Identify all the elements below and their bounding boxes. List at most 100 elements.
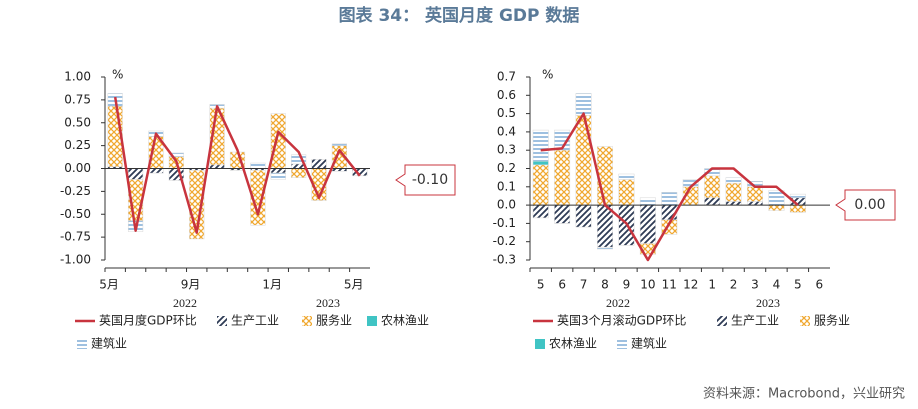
unit-label: % xyxy=(112,68,123,82)
bar-segment xyxy=(270,113,286,169)
bar-segment xyxy=(250,170,266,226)
y-tick-label: 1.00 xyxy=(64,70,91,84)
x-tick-label: 8 xyxy=(601,278,609,292)
y-tick-label: 0.0 xyxy=(497,198,516,212)
bar-segment xyxy=(209,164,225,169)
x-tick-label: 2 xyxy=(730,278,738,292)
legend-label: 生产工业 xyxy=(231,314,279,328)
bar-segment xyxy=(311,159,327,169)
annotation-box xyxy=(835,189,896,221)
line-series xyxy=(113,96,361,234)
bar-segment xyxy=(532,164,549,206)
bar-segment xyxy=(554,129,571,151)
x-tick-label: 3 xyxy=(751,278,759,292)
bar-segment xyxy=(639,204,656,244)
bar-segment xyxy=(148,168,164,174)
bar-segment xyxy=(725,177,742,184)
bar-segment xyxy=(532,129,549,162)
y-tick-label: 0.2 xyxy=(497,161,516,175)
x-tick-label: 5 xyxy=(794,278,802,292)
x-tick-label: 5月 xyxy=(99,278,119,292)
legend-label: 服务业 xyxy=(316,313,352,328)
x-tick-label: 9 xyxy=(623,278,631,292)
bar-segment xyxy=(597,204,613,248)
legend-swatch xyxy=(302,316,312,326)
unit-label: % xyxy=(542,68,553,82)
x-tick-label: 6 xyxy=(558,278,566,292)
annotation-label: -0.10 xyxy=(412,172,448,188)
line-series xyxy=(540,112,799,262)
y-tick-label: -0.1 xyxy=(493,216,516,230)
legend-swatch xyxy=(367,316,377,326)
y-tick-label: 0.00 xyxy=(64,161,91,175)
bar-segment xyxy=(725,182,742,202)
x-tick-label: 7 xyxy=(580,278,588,292)
x-tick-label: 1月 xyxy=(262,278,282,292)
legend-swatch xyxy=(535,339,545,349)
legend-label: 建筑业 xyxy=(91,336,127,351)
bar-segment xyxy=(747,201,763,206)
x-tick-label: 4 xyxy=(773,278,781,292)
legend-label: 农林渔业 xyxy=(381,314,429,328)
bar-segment xyxy=(168,152,184,157)
y-tick-label: 0.25 xyxy=(64,138,91,152)
y-tick-label: 0.5 xyxy=(497,106,516,120)
x-tick-label: 9月 xyxy=(181,278,201,292)
legend-label: 农林渔业 xyxy=(549,337,597,351)
bar-segment xyxy=(532,204,549,219)
bar-segment xyxy=(270,168,286,174)
y-tick-label: 0.6 xyxy=(497,88,516,102)
legend-swatch xyxy=(717,316,727,326)
x-tick-label: 5月 xyxy=(344,278,364,292)
bar-segment xyxy=(597,246,613,250)
bar-segment xyxy=(704,175,721,199)
source-note: 资料来源：Macrobond，兴业研究 xyxy=(703,387,905,402)
bar-segment xyxy=(789,204,806,213)
y-tick-label: 0.3 xyxy=(497,143,516,157)
annotation-box xyxy=(395,164,456,196)
bar-segment xyxy=(618,179,635,206)
x-tick-label: 6 xyxy=(815,278,823,292)
y-tick-label: -0.3 xyxy=(493,253,516,267)
y-tick-label: -0.50 xyxy=(60,207,91,221)
year-label: 2022 xyxy=(606,296,630,310)
bar-segment xyxy=(291,168,307,178)
year-label: 2023 xyxy=(756,296,780,310)
legend-swatch xyxy=(77,339,87,349)
figure-title: 图表 34： 英国月度 GDP 数据 xyxy=(339,5,580,26)
bar-segment xyxy=(532,160,549,166)
bar-segment xyxy=(575,93,592,116)
legend-label: 英国月度GDP环比 xyxy=(99,313,197,328)
year-label: 2023 xyxy=(316,296,340,310)
bar-segment xyxy=(575,115,592,206)
x-tick-label: 5 xyxy=(537,278,545,292)
y-tick-label: 0.4 xyxy=(497,124,516,138)
legend-label: 建筑业 xyxy=(631,336,667,351)
bar-segment xyxy=(639,197,656,206)
bar-segment xyxy=(768,204,785,211)
bar-segment xyxy=(250,162,266,169)
y-tick-label: -1.00 xyxy=(60,253,91,267)
bar-segment xyxy=(554,149,571,206)
y-tick-label: -0.75 xyxy=(60,230,91,244)
bar-segment xyxy=(789,193,806,199)
y-tick-label: 0.75 xyxy=(64,92,91,106)
bar-segment xyxy=(747,186,763,202)
bar-segment xyxy=(575,204,592,228)
y-tick-label: 0.7 xyxy=(497,70,516,84)
x-tick-label: 12 xyxy=(683,278,698,292)
bar-segment xyxy=(331,143,348,146)
x-tick-label: 10 xyxy=(640,278,655,292)
y-tick-label: -0.25 xyxy=(60,184,91,198)
bar-segment xyxy=(270,172,286,180)
y-tick-label: 0.50 xyxy=(64,115,91,129)
bar-segment xyxy=(618,173,635,180)
legend-swatch xyxy=(800,316,810,326)
x-tick-label: 1 xyxy=(708,278,716,292)
legend-label: 英国3个月滚动GDP环比 xyxy=(557,313,686,328)
y-tick-label: -0.2 xyxy=(493,234,516,248)
y-tick-label: 0.1 xyxy=(497,179,516,193)
legend-label: 生产工业 xyxy=(731,314,779,328)
bar-segment xyxy=(127,168,144,180)
